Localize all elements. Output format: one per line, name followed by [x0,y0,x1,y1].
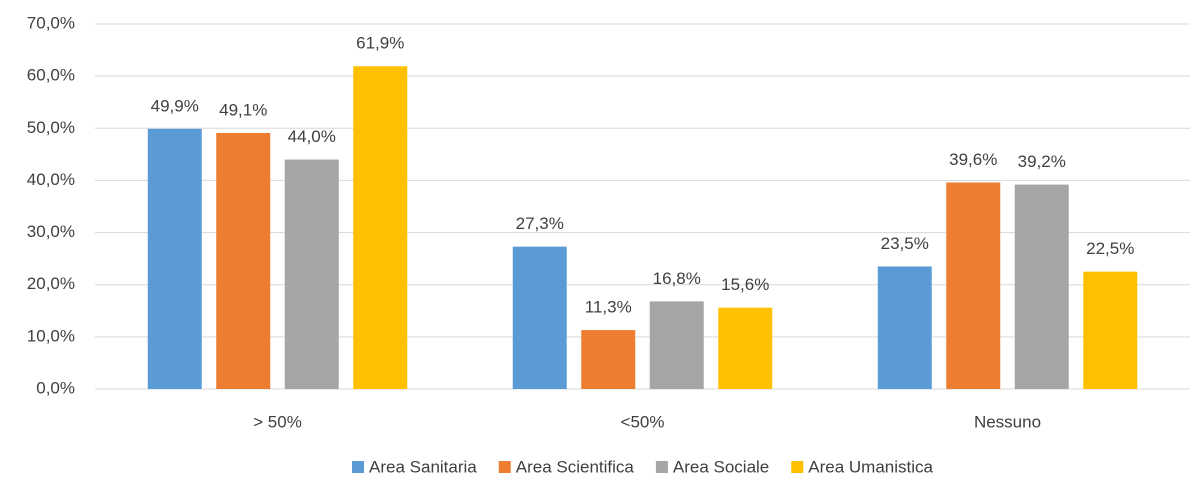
y-tick-label: 30,0% [27,222,75,241]
bar [1014,184,1069,389]
value-label: 23,5% [881,234,929,253]
bar [216,132,271,389]
bar [512,246,567,389]
value-label: 49,9% [151,96,199,115]
bar [718,307,773,389]
bar [284,159,339,389]
x-tick-label: > 50% [253,412,302,431]
y-tick-label: 40,0% [27,170,75,189]
bar [581,330,636,389]
legend-label: Area Sociale [673,457,769,476]
legend-swatch [498,461,511,473]
legend-swatch [791,461,804,473]
y-tick-label: 70,0% [27,13,75,32]
y-tick-label: 10,0% [27,326,75,345]
bar [147,128,202,390]
legend-label: Area Umanistica [808,457,933,476]
y-tick-label: 0,0% [36,378,75,397]
value-label: 49,1% [219,100,267,119]
bar [353,66,408,389]
value-label: 39,2% [1018,152,1066,171]
legend-label: Area Scientifica [516,457,635,476]
value-label: 44,0% [288,127,336,146]
value-label: 27,3% [516,214,564,233]
value-label: 22,5% [1086,239,1134,258]
legend-label: Area Sanitaria [369,457,477,476]
x-tick-label: <50% [621,412,665,431]
x-tick-label: Nessuno [974,412,1041,431]
y-tick-label: 50,0% [27,118,75,137]
legend-swatch [352,461,365,473]
value-label: 39,6% [949,150,997,169]
y-tick-label: 20,0% [27,274,75,293]
value-label: 61,9% [356,34,404,53]
value-label: 15,6% [721,275,769,294]
bar [946,182,1001,389]
bar [1083,271,1138,389]
legend-swatch [655,461,668,473]
value-label: 11,3% [585,298,632,317]
value-label: 16,8% [653,269,701,288]
y-tick-label: 60,0% [27,66,75,85]
bar [877,266,932,389]
bar [649,301,704,389]
